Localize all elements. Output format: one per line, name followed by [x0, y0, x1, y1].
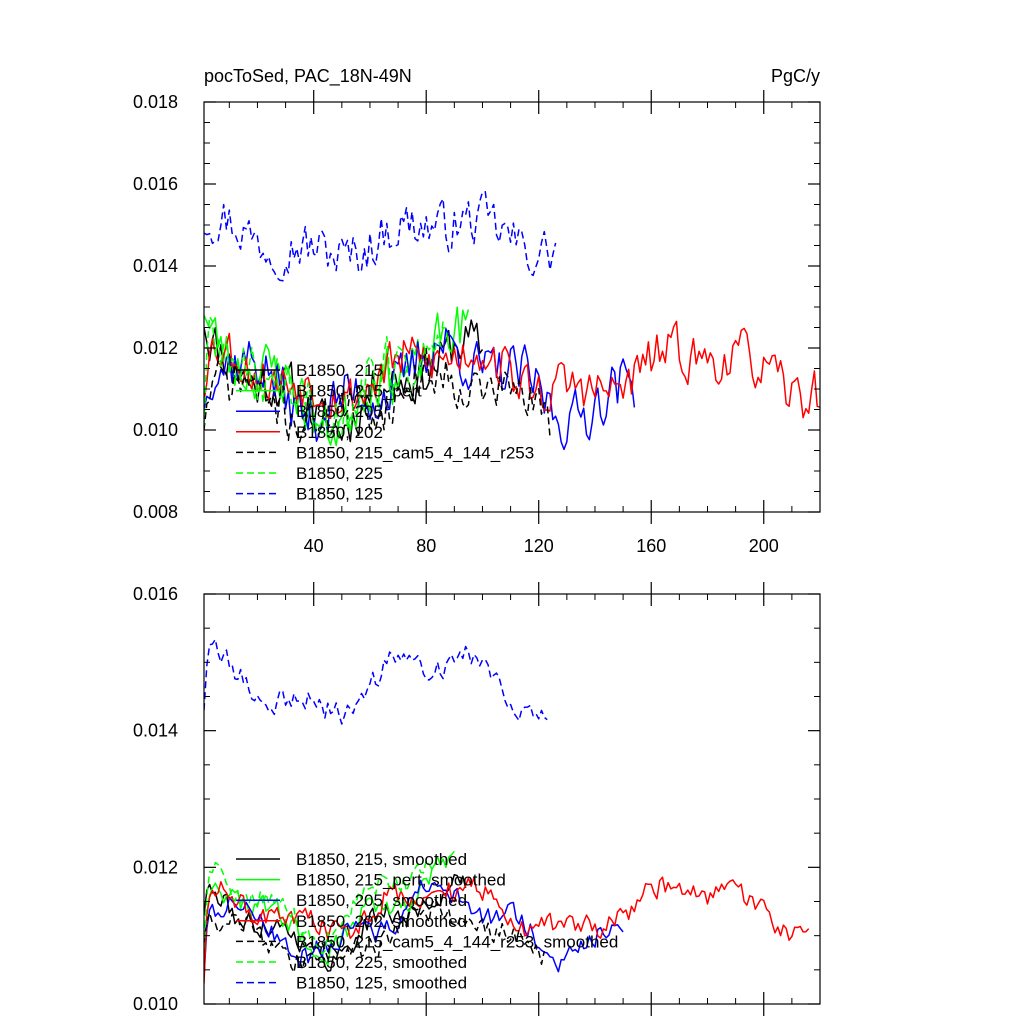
x-tick-label: 120 [524, 536, 554, 556]
y-tick-label: 0.012 [133, 338, 178, 358]
top-panel-title: pocToSed, PAC_18N-49N [204, 66, 412, 87]
x-tick-label: 160 [636, 536, 666, 556]
bottom-plot-frame [203, 593, 821, 1005]
legend-label: B1850, 215_cam5_4_144_r253 [296, 443, 534, 462]
legend-label: B1850, 225, smoothed [296, 953, 467, 972]
series-line [204, 854, 439, 955]
x-tick-label: 200 [749, 536, 779, 556]
legend-label: B1850, 205 [296, 402, 383, 421]
series-line [204, 897, 546, 974]
y-tick-label: 0.016 [133, 584, 178, 604]
y-tick-label: 0.010 [133, 994, 178, 1014]
bottom-axis-ticks: 0.010 0.012 0.014 0.016 [133, 582, 821, 1016]
top-plot-area [204, 191, 820, 451]
legend-label: B1850, 125 [296, 485, 383, 504]
legend-label: B1850, 202, smoothed [296, 912, 467, 931]
legend-label: B1850, 215, smoothed [296, 850, 467, 869]
top-panel-units: PgC/y [771, 66, 820, 86]
legend-label: B1850, 205, smoothed [296, 891, 467, 910]
bottom-plot-area [204, 638, 810, 984]
legend-label: B1850, 215_cam5_4_144_r253, smoothed [296, 932, 618, 951]
x-tick-label: 40 [304, 536, 324, 556]
y-tick-label: 0.008 [133, 502, 178, 522]
top-plot-frame [203, 101, 821, 513]
x-tick-label: 80 [416, 536, 436, 556]
y-tick-label: 0.010 [133, 420, 178, 440]
series-line [204, 638, 548, 725]
bottom-legend: B1850, 215, smoothed B1850, 215_pert, smo… [236, 850, 618, 993]
y-tick-label: 0.018 [133, 92, 178, 112]
legend-label: B1850, 215_pert, smoothed [296, 871, 506, 890]
legend-label: B1850, 125, smoothed [296, 974, 467, 993]
series-line [204, 347, 551, 443]
legend-label: B1850, 215_pert [296, 382, 422, 401]
y-tick-label: 0.014 [133, 721, 178, 741]
series-line [204, 876, 810, 984]
series-line [204, 315, 444, 442]
series-line [204, 320, 820, 420]
y-tick-label: 0.012 [133, 857, 178, 877]
legend-label: B1850, 202 [296, 423, 383, 442]
bottom-panel: 0.010 0.012 0.014 0.016 B1850, 215, smoothe… [133, 582, 821, 1016]
top-axis-ticks: 0.008 0.010 0.012 0.014 0.016 0.018 40 80 120 160… [133, 90, 821, 556]
y-tick-label: 0.016 [133, 174, 178, 194]
top-panel: pocToSed, PAC_18N-49N PgC/y 0.0080.0100.… [133, 66, 821, 556]
legend-label: B1850, 225 [296, 464, 383, 483]
series-line [204, 191, 557, 282]
y-tick-label: 0.014 [133, 256, 178, 276]
legend-label: B1850, 215 [296, 361, 383, 380]
series-line [204, 879, 624, 977]
